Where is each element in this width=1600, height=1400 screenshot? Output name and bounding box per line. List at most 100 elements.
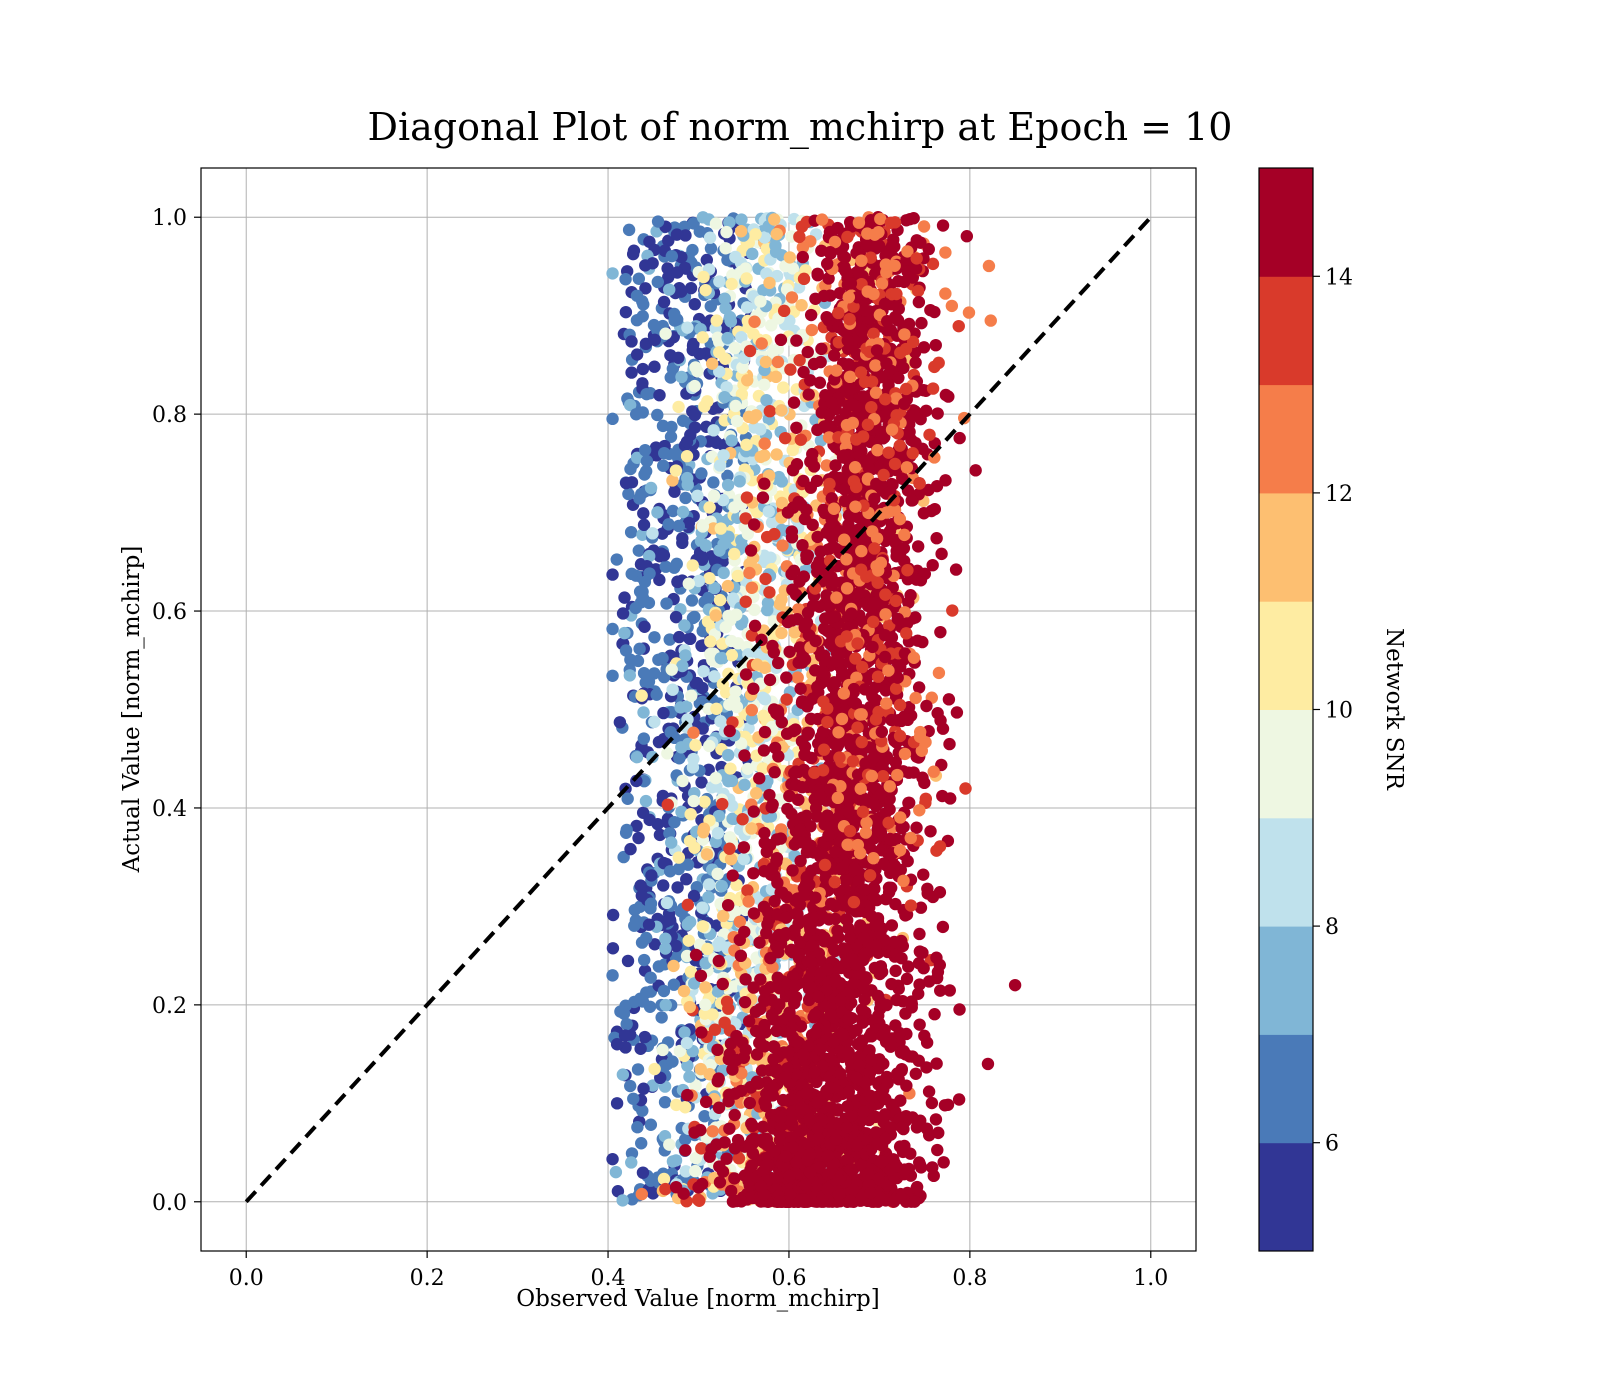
scatter-point <box>651 408 664 422</box>
scatter-point <box>670 939 683 953</box>
scatter-point <box>688 841 701 854</box>
scatter-point <box>771 656 785 670</box>
scatter-point <box>925 1096 939 1110</box>
scatter-point <box>678 1026 691 1039</box>
scatter-point <box>665 663 678 676</box>
scatter-point <box>623 669 637 682</box>
scatter-point <box>767 703 781 716</box>
scatter-point <box>663 913 677 926</box>
scatter-point <box>775 404 788 417</box>
scatter-point <box>745 1159 759 1172</box>
scatter-point <box>783 251 797 264</box>
scatter-point <box>699 998 712 1011</box>
scatter-point <box>702 878 716 891</box>
scatter-point <box>753 772 766 785</box>
scatter-point <box>794 854 807 868</box>
scatter-point <box>681 321 694 334</box>
scatter-point <box>606 969 619 982</box>
scatter-point <box>984 314 997 327</box>
scatter-point <box>740 272 753 285</box>
scatter-point <box>633 642 646 656</box>
scatter-point <box>713 1176 727 1189</box>
scatter-point <box>662 518 675 531</box>
scatter-point <box>691 489 704 503</box>
scatter-point <box>794 433 808 446</box>
scatter-point <box>657 706 670 720</box>
scatter-point <box>687 726 700 739</box>
scatter-point <box>699 1095 713 1109</box>
scatter-point <box>909 1067 923 1080</box>
scatter-point <box>684 965 698 978</box>
scatter-point <box>730 414 744 428</box>
scatter-point <box>659 998 673 1012</box>
scatter-point <box>710 919 723 932</box>
scatter-point <box>709 771 722 785</box>
scatter-point <box>719 242 732 255</box>
scatter-point <box>623 398 637 412</box>
scatter-point <box>684 281 698 295</box>
scatter-point <box>721 898 735 912</box>
scatter-point <box>758 692 772 706</box>
scatter-point <box>784 363 797 376</box>
scatter-point <box>818 931 831 944</box>
scatter-point <box>680 873 693 886</box>
scatter-point <box>639 259 652 272</box>
scatter-point <box>731 1133 745 1147</box>
scatter-point <box>709 609 722 622</box>
scatter-point <box>616 1068 630 1081</box>
scatter-point <box>805 864 818 878</box>
scatter-point <box>735 1195 748 1208</box>
scatter-point <box>713 593 727 607</box>
scatter-point <box>885 919 899 932</box>
scatter-point <box>771 876 784 890</box>
scatter-point <box>631 1063 645 1076</box>
scatter-point <box>680 435 694 449</box>
scatter-point <box>716 1165 730 1178</box>
scatter-point <box>620 823 633 837</box>
scatter-point <box>733 933 746 947</box>
scatter-point <box>741 374 754 387</box>
scatter-point <box>719 621 732 634</box>
scatter-point <box>738 995 752 1009</box>
scatter-point <box>760 1159 773 1172</box>
scatter-point <box>651 215 665 228</box>
scatter-point <box>737 852 750 866</box>
scatter-point <box>638 443 652 457</box>
scatter-point <box>659 932 672 945</box>
scatter-point <box>928 1008 941 1021</box>
scatter-point <box>625 1147 639 1160</box>
scatter-point <box>775 626 788 640</box>
scatter-point <box>774 832 787 845</box>
scatter-point <box>750 1075 764 1088</box>
scatter-point <box>703 231 717 244</box>
scatter-point <box>717 566 730 580</box>
scatter-point <box>664 726 677 739</box>
scatter-point <box>638 1030 652 1044</box>
scatter-point <box>635 889 649 902</box>
scatter-point <box>879 1132 892 1146</box>
scatter-point <box>637 593 650 606</box>
scatter-point <box>672 630 686 644</box>
scatter-point <box>864 1089 877 1103</box>
scatter-point <box>739 668 753 681</box>
scatter-point <box>810 810 824 823</box>
scatter-point <box>666 504 680 518</box>
scatter-point <box>781 506 795 519</box>
scatter-point <box>699 539 713 552</box>
scatter-point <box>729 399 742 413</box>
scatter-point <box>640 931 653 945</box>
scatter-point <box>687 752 700 766</box>
scatter-point <box>758 477 771 490</box>
scatter-point <box>606 568 619 581</box>
scatter-point <box>780 671 793 684</box>
scatter-point <box>729 250 742 264</box>
scatter-point <box>636 1166 650 1179</box>
scatter-point <box>660 597 673 610</box>
scatter-point <box>711 1043 724 1057</box>
scatter-point <box>657 459 670 472</box>
scatter-point <box>815 342 828 356</box>
scatter-point <box>740 438 753 451</box>
scatter-point <box>863 1030 876 1043</box>
scatter-point <box>756 491 770 504</box>
scatter-point <box>770 1024 783 1038</box>
